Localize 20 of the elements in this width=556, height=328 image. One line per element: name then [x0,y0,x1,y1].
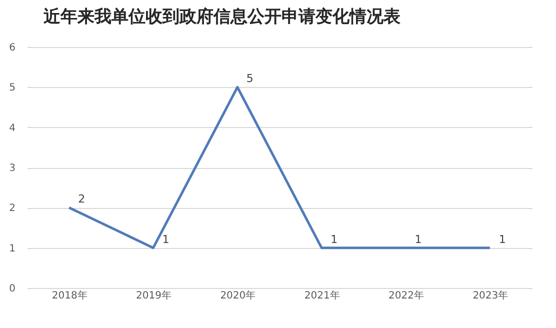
data-label: 1 [162,232,170,246]
data-label: 1 [498,232,506,246]
y-tick-label: 5 [9,82,16,94]
x-tick-label: 2022年 [388,290,424,302]
data-label: 2 [78,192,86,206]
x-tick-label: 2023年 [472,290,508,302]
x-tick-label: 2020年 [220,290,256,302]
data-label: 5 [246,72,254,86]
y-tick-label: 2 [9,203,16,214]
data-label: 1 [414,232,422,246]
x-tick-label: 2019年 [136,290,172,302]
y-tick-label: 4 [9,122,16,134]
y-tick-label: 6 [9,42,16,54]
y-tick-label: 1 [9,243,16,254]
y-tick-label: 0 [9,284,16,294]
x-tick-label: 2018年 [52,290,88,302]
data-label: 1 [330,232,338,246]
y-tick-label: 3 [9,163,16,174]
x-tick-label: 2021年 [304,290,340,302]
chart-title: 近年来我单位收到政府信息公开申请变化情况表 [42,7,402,27]
